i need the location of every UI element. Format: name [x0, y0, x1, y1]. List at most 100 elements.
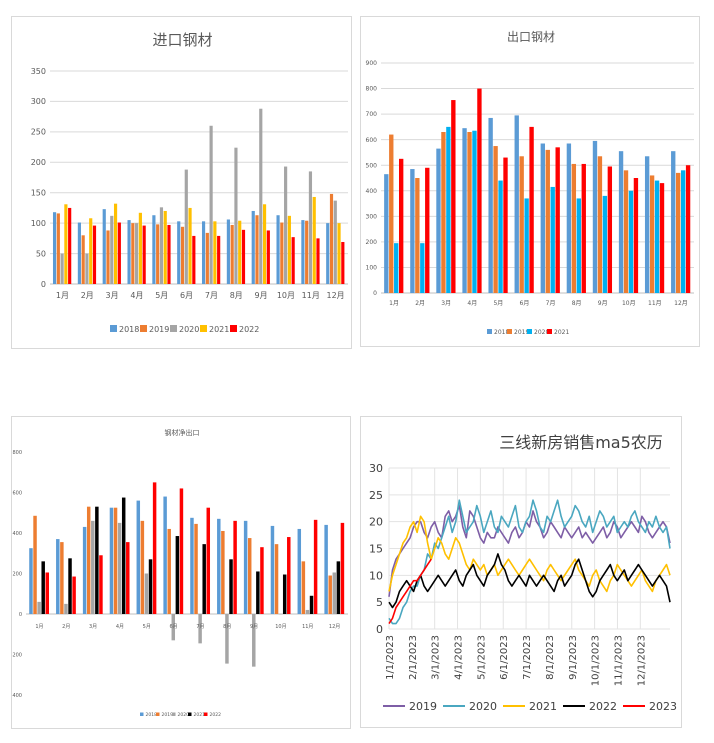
bar-2022: [192, 235, 196, 284]
bar-2020: [85, 253, 89, 284]
bar-2020: [576, 198, 581, 293]
bar-2022: [92, 225, 97, 284]
bar-2020: [144, 573, 149, 614]
bar-2019: [328, 575, 332, 614]
x-tick-label: 10月: [275, 624, 286, 630]
bar-2018: [102, 209, 106, 284]
bar-2020: [498, 180, 503, 293]
bar-2021: [175, 536, 180, 614]
bar-2019: [180, 226, 185, 284]
bar-2018: [77, 222, 81, 284]
bar-2022: [206, 507, 211, 614]
x-tick-label: 9月: [598, 300, 608, 307]
y-tick-label: 20: [369, 516, 383, 529]
legend-label: 2019: [409, 700, 437, 713]
y-tick-label: 400: [366, 188, 378, 195]
bar-2019: [230, 224, 234, 284]
bar-2019: [194, 523, 198, 614]
chart-svg: 进口钢材 0 50 100 150 200 250 300 350 1月 2月 3月 4月 5月 6月 7月 8…: [31, 31, 348, 334]
bar-2021: [113, 203, 118, 284]
y-tick-label: 200: [12, 571, 22, 577]
y-tick-label: 0: [376, 623, 383, 636]
bar-2022: [68, 207, 72, 284]
bar-2019: [113, 507, 118, 614]
legend-swatch: [200, 325, 207, 332]
x-tick-label: 2月: [81, 291, 94, 300]
y-tick-label: 15: [369, 543, 383, 556]
x-tick-label: 4月: [116, 624, 124, 630]
y-tick-label: 30: [369, 462, 383, 475]
x-tick-label: 9月: [255, 291, 268, 300]
line-series-2020: [388, 499, 671, 625]
bar-2020: [628, 190, 634, 293]
bar-2019: [519, 156, 524, 293]
bar-2020: [37, 601, 41, 614]
bar-2018: [127, 220, 131, 284]
bar-2020: [332, 572, 337, 614]
line-series-2019: [388, 504, 671, 597]
bar-2022: [167, 224, 171, 284]
x-tick-label: 2/1/2023: [408, 635, 419, 680]
bar-2019: [441, 132, 446, 293]
bar-2022: [179, 488, 184, 614]
bar-2018: [152, 215, 156, 284]
bar-2018: [226, 219, 230, 284]
y-tick-label: 600: [12, 490, 22, 496]
bar-2018: [190, 517, 194, 614]
bar-2022: [291, 237, 295, 284]
bar-2019: [56, 213, 60, 284]
bar-2022: [287, 537, 291, 614]
x-tick-label: 9月: [250, 624, 258, 630]
bar-2021: [312, 196, 316, 284]
x-tick-label: 5月: [493, 300, 503, 307]
legend-label: 2021: [529, 700, 557, 713]
bar-2021: [336, 561, 341, 614]
legend-swatch: [230, 325, 237, 332]
bar-2018: [201, 221, 206, 284]
bar-2018: [671, 151, 676, 293]
bar-2018: [592, 140, 598, 293]
x-tick-label: 10月: [622, 300, 636, 307]
legend-swatch: [527, 329, 532, 334]
x-tick-label: 12月: [326, 291, 344, 300]
bar-2019: [167, 528, 171, 614]
x-tick-label: 1月: [56, 291, 69, 300]
bar-2021: [581, 163, 586, 293]
y-tick-label: 50: [36, 249, 46, 258]
x-tick-label: 4/1/2023: [454, 635, 465, 680]
bar-2020: [446, 126, 451, 293]
bar-2019: [156, 224, 160, 284]
x-tick-label: 12月: [674, 300, 688, 307]
x-tick-label: 5月: [143, 624, 151, 630]
bar-2021: [89, 218, 93, 284]
x-tick-label: 8月: [223, 624, 231, 630]
bar-2018: [163, 496, 167, 614]
bar-2019: [305, 220, 309, 284]
bar-2018: [540, 143, 545, 293]
legend-label: 2019: [514, 329, 529, 336]
bar-2021: [238, 220, 242, 284]
legend-label: 2018: [119, 325, 139, 334]
bar-2019: [205, 232, 209, 284]
bar-2019: [280, 222, 284, 284]
bar-2018: [514, 115, 519, 293]
bar-2022: [126, 542, 130, 614]
bar-2018: [324, 524, 328, 614]
bar-2021: [337, 223, 341, 284]
bar-2020: [472, 130, 477, 293]
bar-2021: [451, 100, 456, 293]
legend-label: 2021: [209, 325, 229, 334]
bar-2018: [270, 525, 275, 614]
legend-swatch: [188, 712, 192, 716]
x-tick-label: 7月: [546, 300, 556, 307]
bar-2021: [41, 561, 45, 614]
x-tick-label: 4月: [467, 300, 477, 307]
bar-2020: [184, 169, 188, 284]
line-series-2021: [388, 515, 671, 593]
bar-2020: [394, 243, 399, 293]
chart-title: 钢材净出口: [165, 428, 200, 437]
bar-2020: [524, 198, 529, 293]
bar-2021: [282, 574, 287, 614]
bar-2019: [81, 235, 85, 284]
bar-2021: [399, 158, 404, 293]
